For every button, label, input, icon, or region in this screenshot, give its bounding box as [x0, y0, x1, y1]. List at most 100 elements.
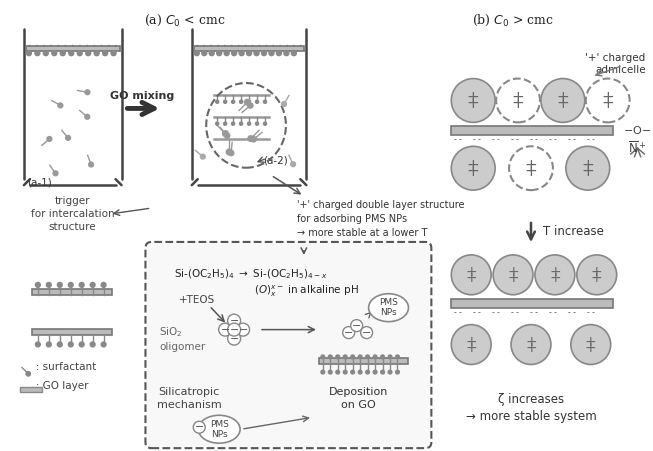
Text: −: −	[229, 334, 239, 344]
Circle shape	[358, 370, 362, 374]
Circle shape	[366, 370, 370, 374]
Text: +: +	[467, 96, 479, 111]
Text: +: +	[525, 341, 537, 354]
Text: - -: - -	[492, 308, 500, 317]
Text: +: +	[591, 265, 603, 279]
Text: +: +	[556, 96, 569, 111]
Text: +: +	[507, 271, 519, 285]
Circle shape	[66, 135, 71, 140]
Circle shape	[284, 51, 289, 55]
Circle shape	[263, 100, 266, 103]
Circle shape	[261, 51, 266, 55]
Circle shape	[79, 342, 84, 347]
Circle shape	[58, 103, 63, 108]
Bar	[32, 289, 112, 295]
Circle shape	[215, 100, 219, 103]
Text: +: +	[466, 265, 477, 279]
Text: (a-2): (a-2)	[263, 155, 288, 165]
Circle shape	[43, 51, 48, 55]
Circle shape	[263, 122, 266, 125]
Circle shape	[46, 282, 51, 287]
Text: - -: - -	[568, 135, 576, 144]
Circle shape	[224, 51, 229, 55]
Circle shape	[254, 51, 259, 55]
Text: - -: - -	[568, 308, 576, 317]
Bar	[32, 329, 112, 335]
Circle shape	[351, 370, 355, 374]
Text: +: +	[581, 164, 594, 179]
Text: (a-1): (a-1)	[27, 177, 52, 187]
Circle shape	[396, 355, 400, 359]
Text: - -: - -	[530, 135, 538, 144]
Text: +: +	[467, 90, 479, 105]
Circle shape	[26, 372, 31, 376]
Text: - -: - -	[473, 308, 481, 317]
Text: - -: - -	[549, 135, 557, 144]
Text: +: +	[549, 271, 561, 285]
Circle shape	[228, 332, 240, 345]
Text: ζ increases
→ more stable system: ζ increases → more stable system	[466, 393, 596, 423]
Circle shape	[321, 355, 325, 359]
Circle shape	[351, 320, 362, 331]
Circle shape	[193, 421, 205, 433]
Circle shape	[228, 323, 240, 336]
Circle shape	[247, 100, 251, 103]
Circle shape	[343, 327, 355, 339]
Text: : GO layer: : GO layer	[20, 382, 88, 391]
Text: (a) $\mathit{C}_0$ < cmc: (a) $\mathit{C}_0$ < cmc	[144, 13, 225, 28]
Bar	[451, 126, 613, 135]
Text: $\overline{\mathrm{N}}^+$: $\overline{\mathrm{N}}^+$	[628, 141, 647, 156]
Text: −: −	[344, 327, 353, 338]
Circle shape	[358, 355, 362, 359]
Circle shape	[396, 370, 400, 374]
Circle shape	[57, 282, 62, 287]
Text: −: −	[362, 327, 372, 338]
Circle shape	[247, 51, 251, 55]
Circle shape	[493, 255, 533, 295]
Text: −: −	[229, 316, 239, 326]
Circle shape	[577, 255, 616, 295]
Circle shape	[351, 355, 355, 359]
Circle shape	[85, 115, 89, 119]
Circle shape	[101, 282, 106, 287]
Text: −: −	[195, 422, 204, 432]
Circle shape	[269, 51, 274, 55]
Circle shape	[86, 51, 91, 55]
Text: - -: - -	[454, 135, 462, 144]
Circle shape	[219, 323, 232, 336]
Circle shape	[111, 51, 116, 55]
Circle shape	[343, 355, 347, 359]
Circle shape	[232, 100, 234, 103]
Circle shape	[57, 342, 62, 347]
Circle shape	[541, 78, 585, 122]
Circle shape	[52, 51, 57, 55]
Circle shape	[251, 137, 257, 142]
Text: Si-(OC$_2$H$_5$)$_4$ $\rightarrow$ Si-(OC$_2$H$_5$)$_{4-x}$: Si-(OC$_2$H$_5$)$_4$ $\rightarrow$ Si-(O…	[174, 268, 328, 281]
Text: +: +	[601, 96, 614, 111]
Circle shape	[53, 171, 58, 176]
Circle shape	[336, 355, 340, 359]
Bar	[26, 46, 119, 51]
Circle shape	[255, 122, 259, 125]
Circle shape	[451, 325, 491, 364]
Text: −: −	[229, 325, 239, 335]
Circle shape	[388, 370, 392, 374]
Circle shape	[46, 342, 51, 347]
Circle shape	[35, 342, 40, 347]
Circle shape	[366, 355, 370, 359]
Text: +: +	[507, 265, 519, 279]
Text: +: +	[591, 271, 603, 285]
Text: - -: - -	[549, 308, 557, 317]
Circle shape	[26, 51, 31, 55]
Ellipse shape	[199, 415, 240, 443]
Text: +: +	[549, 265, 561, 279]
Circle shape	[381, 355, 385, 359]
Circle shape	[276, 51, 281, 55]
Text: +: +	[524, 164, 537, 179]
Text: PMS
NPs: PMS NPs	[210, 419, 229, 439]
Circle shape	[255, 100, 259, 103]
Circle shape	[236, 323, 249, 336]
Circle shape	[388, 355, 392, 359]
Circle shape	[60, 51, 65, 55]
Circle shape	[101, 342, 106, 347]
